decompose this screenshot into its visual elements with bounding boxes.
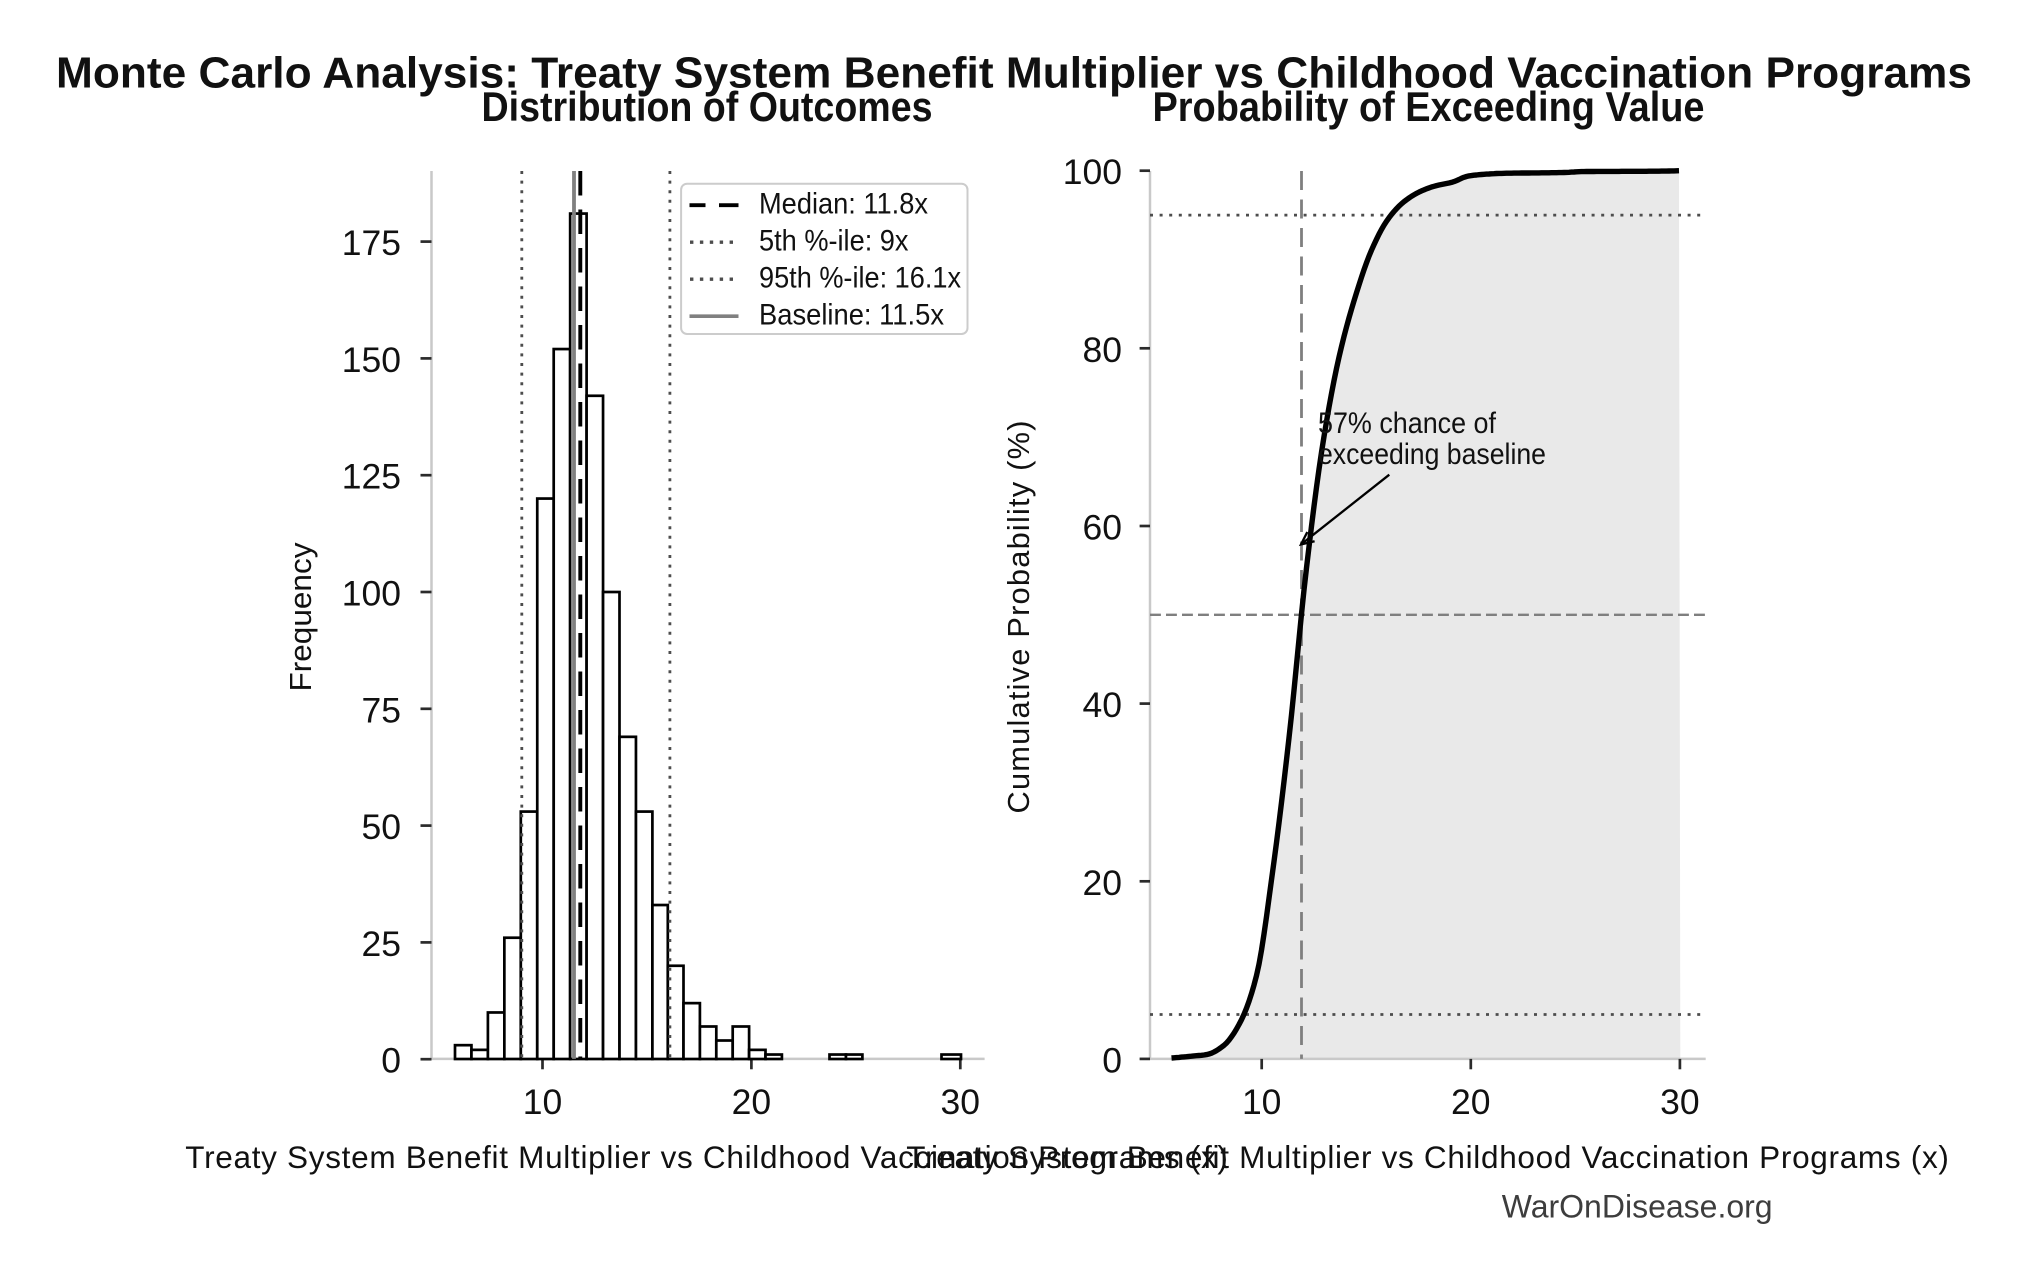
svg-text:20: 20 bbox=[1083, 863, 1123, 903]
svg-text:30: 30 bbox=[941, 1082, 981, 1122]
svg-text:Probability of Exceeding Value: Probability of Exceeding Value bbox=[1153, 83, 1705, 130]
svg-text:95th %-ile: 16.1x: 95th %-ile: 16.1x bbox=[759, 262, 961, 295]
svg-text:60: 60 bbox=[1083, 508, 1123, 548]
svg-text:57% chance of: 57% chance of bbox=[1318, 407, 1497, 440]
svg-text:20: 20 bbox=[732, 1082, 772, 1122]
svg-text:25: 25 bbox=[362, 924, 402, 964]
svg-text:100: 100 bbox=[1063, 152, 1122, 192]
svg-text:30: 30 bbox=[1660, 1082, 1700, 1122]
svg-text:80: 80 bbox=[1083, 330, 1123, 370]
svg-text:Distribution of Outcomes: Distribution of Outcomes bbox=[482, 83, 933, 130]
svg-text:Monte Carlo Analysis: Treaty S: Monte Carlo Analysis: Treaty System Bene… bbox=[56, 50, 1972, 98]
svg-text:125: 125 bbox=[342, 457, 401, 497]
svg-text:150: 150 bbox=[342, 340, 401, 380]
svg-text:Baseline: 11.5x: Baseline: 11.5x bbox=[759, 299, 944, 332]
svg-text:100: 100 bbox=[342, 574, 401, 614]
svg-text:5th %-ile: 9x: 5th %-ile: 9x bbox=[759, 225, 909, 258]
svg-text:10: 10 bbox=[523, 1082, 563, 1122]
svg-text:20: 20 bbox=[1451, 1082, 1491, 1122]
svg-text:WarOnDisease.org: WarOnDisease.org bbox=[1502, 1189, 1773, 1225]
svg-text:exceeding baseline: exceeding baseline bbox=[1318, 438, 1546, 471]
svg-text:10: 10 bbox=[1242, 1082, 1282, 1122]
svg-text:Frequency: Frequency bbox=[283, 542, 318, 692]
svg-text:Treaty System Benefit Multipli: Treaty System Benefit Multiplier vs Chil… bbox=[185, 1139, 1228, 1175]
svg-text:Treaty System Benefit Multipli: Treaty System Benefit Multiplier vs Chil… bbox=[906, 1139, 1949, 1175]
svg-text:0: 0 bbox=[1102, 1040, 1122, 1080]
svg-text:0: 0 bbox=[381, 1041, 401, 1081]
svg-text:175: 175 bbox=[342, 223, 401, 263]
svg-text:Median: 11.8x: Median: 11.8x bbox=[759, 188, 928, 221]
svg-text:75: 75 bbox=[362, 690, 402, 730]
svg-text:40: 40 bbox=[1083, 685, 1123, 725]
svg-text:50: 50 bbox=[362, 807, 402, 847]
